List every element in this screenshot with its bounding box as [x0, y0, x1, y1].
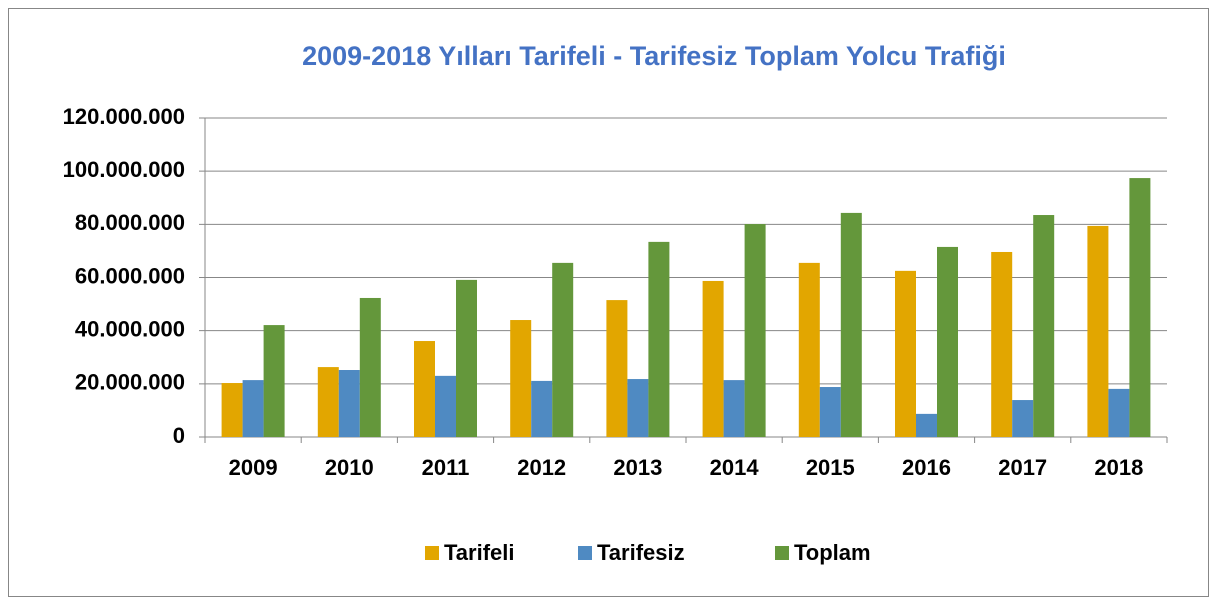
- bar: [606, 300, 628, 437]
- bar: [552, 262, 574, 437]
- bar: [221, 383, 243, 437]
- legend-label: Tarifeli: [444, 540, 515, 565]
- x-tick-label: 2015: [806, 455, 855, 480]
- x-tick-label: 2016: [902, 455, 951, 480]
- bar: [723, 380, 745, 437]
- bar: [317, 367, 339, 437]
- bar: [338, 370, 360, 437]
- bar: [895, 270, 916, 437]
- chart-title: 2009-2018 Yılları Tarifeli - Tarifesiz T…: [302, 41, 1006, 71]
- bar: [1087, 225, 1109, 437]
- bar: [798, 262, 820, 437]
- bar: [916, 413, 937, 437]
- bar: [1129, 178, 1151, 437]
- bar: [702, 280, 724, 437]
- x-tick-label: 2013: [613, 455, 662, 480]
- bar: [991, 251, 1013, 437]
- x-tick-label: 2017: [998, 455, 1047, 480]
- legend-swatch: [775, 546, 789, 560]
- y-tick-label: 120.000.000: [63, 104, 185, 129]
- x-tick-label: 2014: [710, 455, 760, 480]
- legend-swatch: [425, 546, 439, 560]
- x-tick-label: 2012: [517, 455, 566, 480]
- bar: [359, 297, 381, 437]
- legend-swatch: [578, 546, 592, 560]
- bar: [648, 241, 670, 437]
- bar: [840, 212, 862, 437]
- bar: [937, 246, 958, 437]
- legend-label: Toplam: [794, 540, 871, 565]
- bar: [531, 380, 553, 437]
- bar: [456, 279, 477, 437]
- bar: [1108, 388, 1130, 437]
- x-tick-label: 2011: [422, 455, 470, 480]
- bar: [819, 387, 841, 437]
- y-tick-label: 100.000.000: [63, 157, 185, 182]
- legend-label: Tarifesiz: [597, 540, 685, 565]
- y-tick-label: 0: [173, 423, 185, 448]
- bar: [1012, 400, 1034, 437]
- y-tick-label: 80.000.000: [75, 210, 185, 235]
- x-tick-label: 2010: [325, 455, 374, 480]
- y-tick-label: 20.000.000: [75, 370, 185, 395]
- x-tick-label: 2018: [1094, 455, 1143, 480]
- bar: [627, 379, 649, 437]
- bar: [510, 320, 532, 437]
- y-tick-label: 60.000.000: [75, 263, 185, 288]
- x-tick-label: 2009: [229, 455, 278, 480]
- bar: [1033, 215, 1055, 437]
- bar: [435, 375, 456, 437]
- bar: [744, 224, 766, 437]
- y-tick-label: 40.000.000: [75, 316, 185, 341]
- bar: [242, 380, 264, 437]
- bar: [263, 325, 285, 437]
- bar: [414, 341, 435, 437]
